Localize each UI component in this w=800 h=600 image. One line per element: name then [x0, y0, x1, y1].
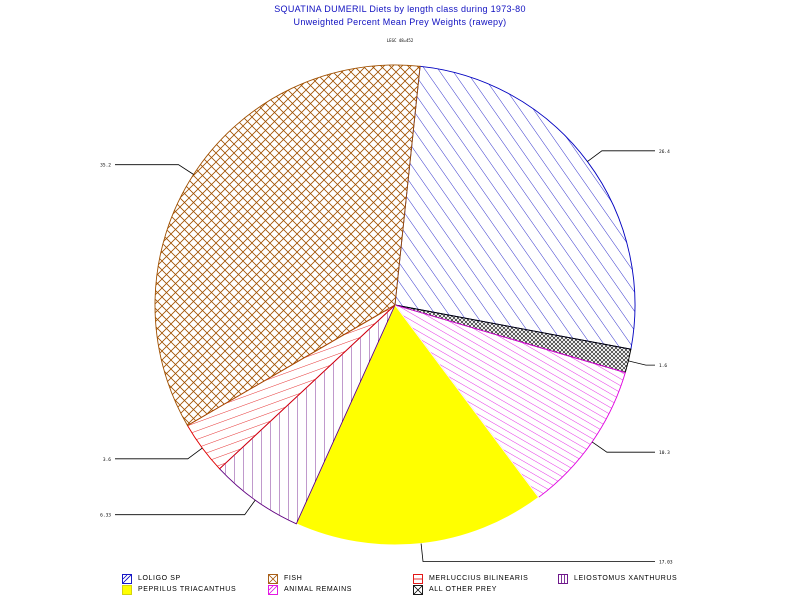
slice-value-label: 17.03 [659, 560, 673, 566]
legend-swatch-loligo-sp [122, 574, 132, 584]
legend-swatch-merluccius-bilinearis [413, 574, 423, 584]
leader-line [587, 150, 655, 162]
legend-label: MERLUCCIUS BILINEARIS [429, 575, 529, 582]
slice-value-label: 3.6 [103, 457, 111, 463]
legend-label: LEIOSTOMUS XANTHURUS [574, 575, 678, 582]
legend-swatch-animal-remains [268, 585, 278, 595]
pie-slice-loligo-sp [394, 65, 636, 350]
pie-slice-peprilus-triacanthus [295, 304, 540, 546]
legend-swatch-all-other-prey [413, 585, 423, 595]
leader-line [115, 499, 256, 516]
slice-value-label: 35.2 [100, 163, 111, 169]
legend-label: FISH [284, 575, 303, 582]
slice-value-label: 6.33 [100, 513, 111, 519]
legend-label: PEPRILUS TRIACANTHUS [138, 586, 237, 593]
leader-line [115, 164, 194, 175]
leader-line [591, 441, 655, 453]
slice-value-label: 1.6 [659, 363, 667, 369]
chart-title: SQUATINA DUMERIL Diets by length class d… [274, 4, 526, 14]
leader-line [115, 447, 203, 460]
leader-line [628, 360, 655, 366]
legend-label: LOLIGO SP [138, 575, 181, 582]
legend-label: ANIMAL REMAINS [284, 586, 353, 593]
leader-line [420, 543, 655, 562]
legend-label: ALL OTHER PREY [429, 586, 498, 593]
slice-value-label: 10.3 [659, 450, 670, 456]
legend-swatch-peprilus-triacanthus [122, 585, 132, 595]
legend-swatch-fish [268, 574, 278, 584]
pie-slice-fish [154, 64, 421, 427]
chart-subnote: LEGC 48=452 [386, 38, 414, 43]
slice-value-label: 26.4 [659, 149, 670, 155]
chart-subtitle: Unweighted Percent Mean Prey Weights (ra… [293, 17, 507, 27]
legend-swatch-leiostomus-xanthurus [558, 574, 568, 584]
